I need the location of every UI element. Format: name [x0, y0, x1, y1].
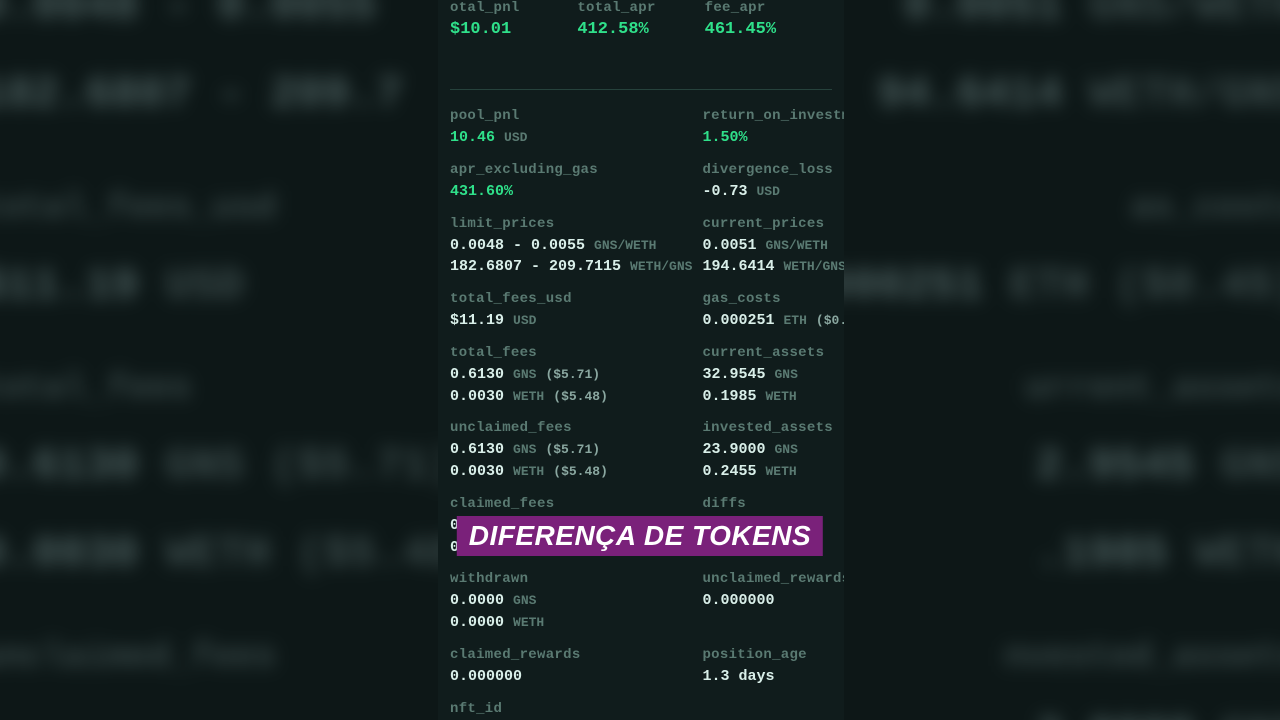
total-pnl-label: otal_pnl: [450, 0, 577, 16]
unclaimed-rewards: unclaimed_rewards 0.000000: [702, 571, 844, 634]
divider: [450, 89, 832, 90]
total-fees: total_fees 0.6130 GNS ($5.71) 0.0030 WET…: [450, 345, 692, 408]
unclaimed-fees: unclaimed_fees 0.6130 GNS ($5.71) 0.0030…: [450, 420, 692, 483]
total-apr-label: total_apr: [577, 0, 704, 16]
withdrawn: withdrawn 0.0000 GNS 0.0000 WETH: [450, 571, 692, 634]
limit-prices: limit_prices 0.0048 - 0.0055 GNS/WETH 18…: [450, 216, 692, 279]
fee-apr-label: fee_apr: [705, 0, 832, 16]
total-pnl: otal_pnl $10.01: [450, 0, 577, 39]
gas-costs: gas_costs 0.000251 ETH ($0.45): [702, 291, 844, 332]
claimed-rewards: claimed_rewards 0.000000: [450, 647, 692, 688]
fee-apr-value: 461.45%: [705, 20, 776, 39]
stats-panel: otal_pnl $10.01 total_apr 412.58% fee_ap…: [438, 0, 844, 720]
divergence-loss: divergence_loss -0.73 USD: [702, 162, 844, 203]
return-on-investment: return_on_investment 1.50%: [702, 108, 844, 149]
invested-assets: invested_assets 23.9000 GNS 0.2455 WETH: [702, 420, 844, 483]
current-prices: current_prices 0.0051 GNS/WETH 194.6414 …: [702, 216, 844, 279]
current-assets: current_assets 32.9545 GNS 0.1985 WETH: [702, 345, 844, 408]
summary-row: otal_pnl $10.01 total_apr 412.58% fee_ap…: [450, 0, 832, 39]
total-apr: total_apr 412.58%: [577, 0, 704, 39]
pool-pnl: pool_pnl 10.46 USD: [450, 108, 692, 149]
metrics-grid: pool_pnl 10.46 USD return_on_investment …: [450, 108, 832, 720]
nft-id: nft_id: [450, 701, 692, 720]
position-age: position_age 1.3 days: [702, 647, 844, 688]
apr-excluding-gas: apr_excluding_gas 431.60%: [450, 162, 692, 203]
video-caption: DIFERENÇA DE TOKENS: [457, 516, 823, 556]
total-fees-usd: total_fees_usd $11.19 USD: [450, 291, 692, 332]
total-apr-value: 412.58%: [577, 20, 648, 39]
total-pnl-value: $10.01: [450, 20, 511, 39]
fee-apr: fee_apr 461.45%: [705, 0, 832, 39]
